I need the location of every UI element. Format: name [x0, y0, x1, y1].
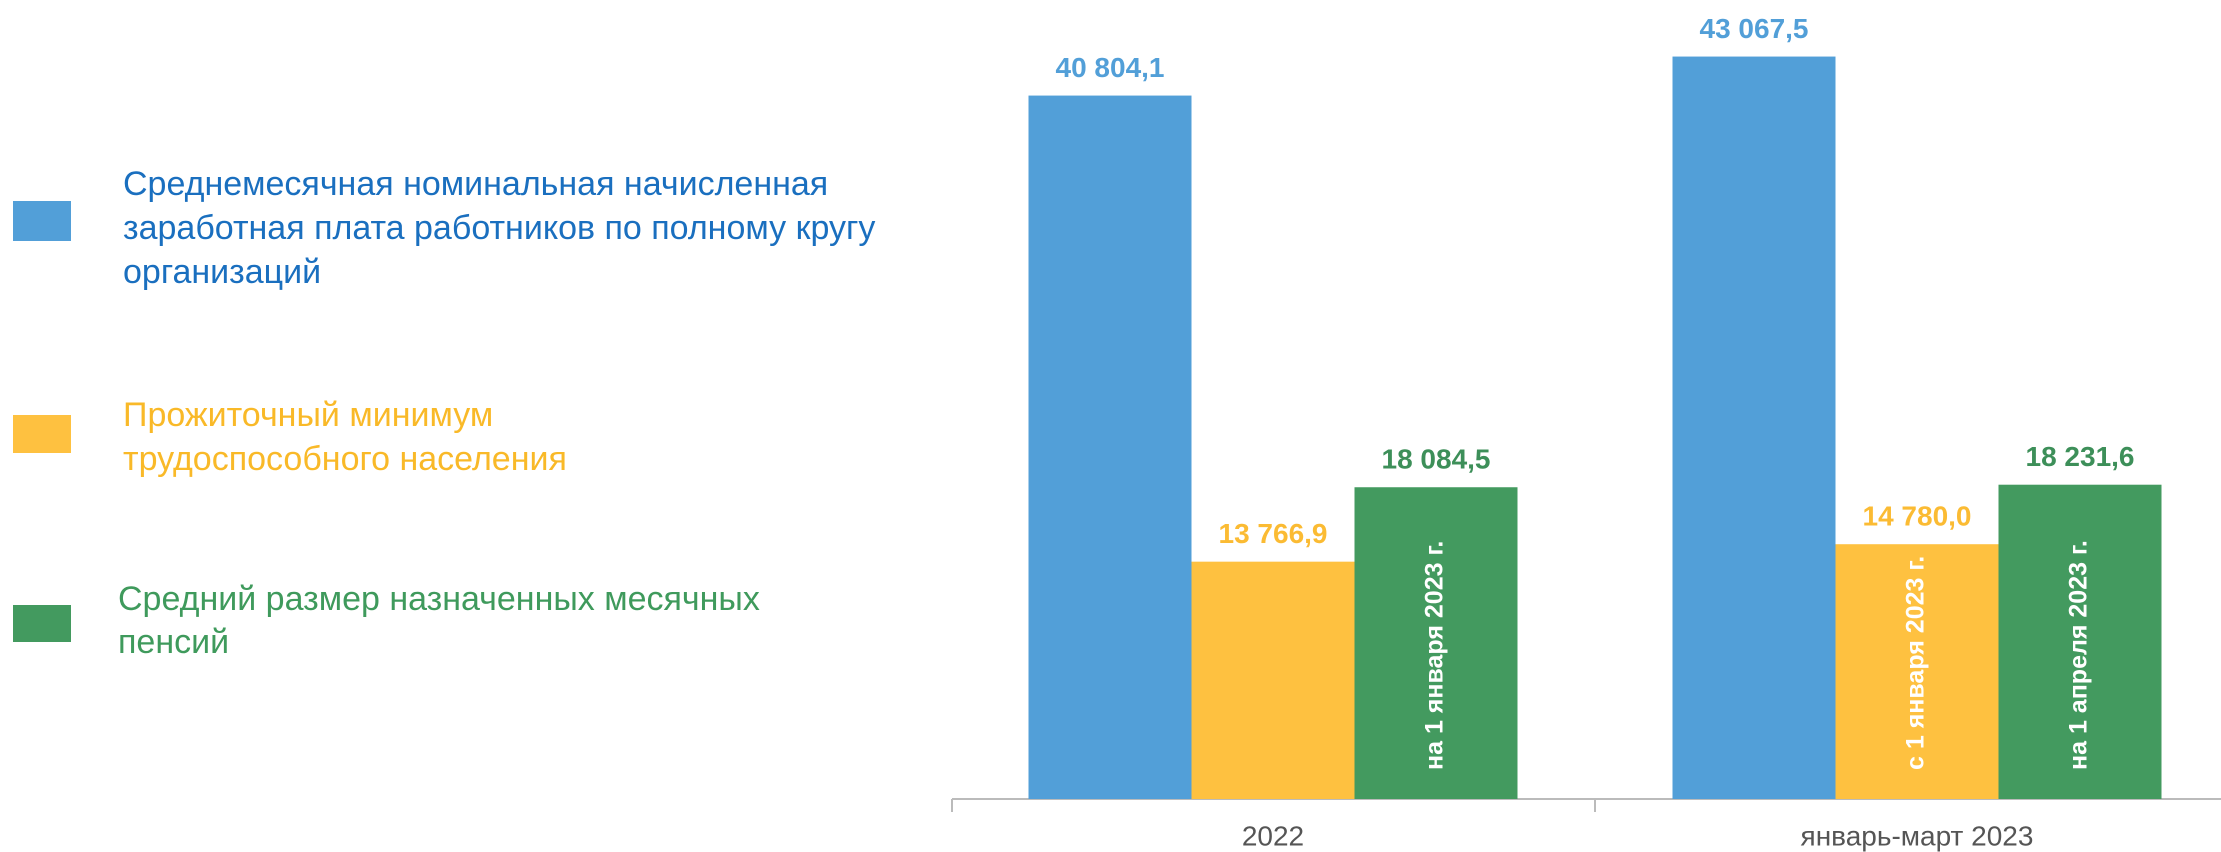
legend-label: Среднемесячная номинальная начисленная з…: [123, 165, 876, 291]
value-label: 18 084,5: [1382, 444, 1491, 475]
legend-swatch: [13, 415, 71, 453]
value-label: 13 766,9: [1219, 518, 1328, 549]
bar-note: на 1 апреля 2023 г.: [2065, 540, 2093, 770]
legend-label: Средний размер назначенных месячных пенс…: [118, 580, 760, 661]
x-tick-label: январь-март 2023: [1801, 820, 2034, 851]
x-tick-label: 2022: [1242, 820, 1304, 851]
legend-label: Прожиточный минимум трудоспособного насе…: [123, 396, 567, 478]
bar: [1835, 544, 1999, 799]
bar: [1672, 56, 1836, 799]
value-label: 40 804,1: [1056, 52, 1165, 83]
value-label: 43 067,5: [1700, 13, 1809, 44]
bar: [1998, 484, 2162, 799]
legend-swatch: [13, 201, 71, 241]
legend-swatch: [13, 605, 71, 642]
value-label: 18 231,6: [2026, 441, 2135, 472]
bar: [1354, 487, 1518, 799]
value-label: 14 780,0: [1863, 501, 1972, 532]
bar: [1191, 561, 1355, 799]
bar-note: на 1 января 2023 г.: [1421, 541, 1449, 770]
bar: [1028, 95, 1192, 799]
bar-note: с 1 января 2023 г.: [1902, 556, 1930, 770]
